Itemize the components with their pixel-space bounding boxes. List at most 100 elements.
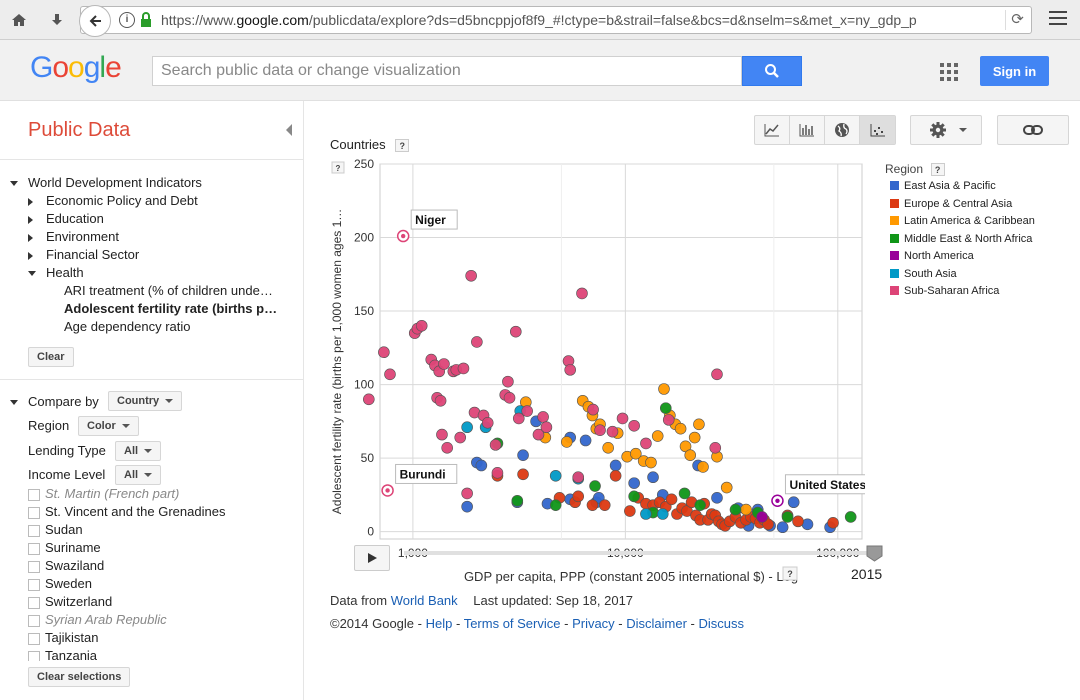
discuss-link[interactable]: Discuss bbox=[698, 616, 744, 631]
data-point[interactable] bbox=[503, 392, 516, 404]
apps-grid-icon[interactable] bbox=[940, 63, 958, 81]
help-link[interactable]: Help bbox=[425, 616, 453, 631]
country-item[interactable]: Tajikistan bbox=[28, 630, 98, 645]
data-point[interactable] bbox=[517, 468, 529, 481]
checkbox[interactable] bbox=[28, 542, 40, 555]
data-point[interactable] bbox=[572, 490, 585, 503]
disclaimer-link[interactable]: Disclaimer bbox=[626, 616, 687, 631]
world-bank-link[interactable]: World Bank bbox=[390, 593, 458, 608]
tree-item-category[interactable]: Economic Policy and Debt bbox=[28, 193, 198, 208]
data-point[interactable] bbox=[540, 421, 553, 434]
checkbox[interactable] bbox=[28, 524, 40, 537]
data-point[interactable] bbox=[438, 358, 450, 370]
data-point[interactable] bbox=[781, 511, 794, 523]
data-point[interactable] bbox=[659, 402, 672, 414]
map-globe-icon[interactable] bbox=[825, 116, 860, 144]
data-point[interactable] bbox=[616, 412, 629, 425]
data-point[interactable] bbox=[697, 461, 709, 473]
data-point[interactable] bbox=[491, 467, 504, 479]
data-point[interactable] bbox=[640, 437, 652, 450]
data-point[interactable] bbox=[640, 508, 652, 520]
compare-by-toggle[interactable]: Compare by bbox=[10, 394, 99, 409]
data-point[interactable] bbox=[549, 469, 562, 482]
data-point[interactable] bbox=[688, 431, 701, 444]
data-point[interactable] bbox=[645, 456, 657, 469]
legend-item[interactable]: North America bbox=[890, 250, 974, 262]
hamburger-menu-icon[interactable] bbox=[1049, 11, 1067, 27]
data-point[interactable] bbox=[609, 459, 622, 472]
checkbox[interactable] bbox=[28, 596, 40, 609]
data-point[interactable] bbox=[572, 471, 585, 484]
data-point[interactable] bbox=[587, 403, 599, 416]
data-point[interactable] bbox=[606, 425, 619, 438]
data-point[interactable] bbox=[844, 511, 857, 523]
checkbox[interactable] bbox=[28, 650, 40, 661]
data-point[interactable] bbox=[792, 515, 804, 528]
data-point[interactable] bbox=[647, 471, 659, 484]
data-point[interactable] bbox=[787, 496, 800, 509]
data-point[interactable] bbox=[827, 517, 839, 529]
legend-item[interactable]: Middle East & North Africa bbox=[890, 233, 1032, 245]
download-icon[interactable] bbox=[44, 7, 70, 33]
data-point[interactable] bbox=[594, 424, 606, 436]
terms-link[interactable]: Terms of Service bbox=[463, 616, 561, 631]
data-point[interactable] bbox=[720, 481, 733, 494]
data-point[interactable] bbox=[602, 442, 614, 454]
country-item[interactable]: Switzerland bbox=[28, 594, 112, 609]
data-point[interactable] bbox=[465, 269, 477, 282]
tree-item-category[interactable]: Environment bbox=[28, 229, 119, 244]
help-icon[interactable]: ? bbox=[395, 139, 410, 153]
data-point[interactable] bbox=[628, 477, 640, 489]
data-point[interactable] bbox=[709, 442, 722, 454]
home-icon[interactable] bbox=[6, 7, 32, 33]
checkbox[interactable] bbox=[28, 489, 40, 501]
data-point[interactable] bbox=[532, 428, 545, 441]
time-slider-track[interactable] bbox=[404, 551, 882, 555]
data-point[interactable] bbox=[502, 375, 514, 388]
data-point[interactable] bbox=[384, 368, 396, 381]
data-point[interactable] bbox=[560, 436, 573, 448]
sign-in-button[interactable]: Sign in bbox=[980, 56, 1049, 86]
compare-by-select[interactable]: Country bbox=[108, 391, 183, 411]
data-point[interactable] bbox=[651, 430, 664, 442]
legend-item[interactable]: South Asia bbox=[890, 268, 957, 280]
search-input[interactable]: Search public data or change visualizati… bbox=[152, 56, 742, 86]
clear-selections-button[interactable]: Clear selections bbox=[28, 667, 131, 687]
data-point[interactable] bbox=[662, 414, 675, 426]
data-point[interactable] bbox=[489, 439, 502, 451]
data-point[interactable] bbox=[475, 459, 488, 472]
data-point[interactable] bbox=[756, 511, 768, 523]
bar-chart-icon[interactable] bbox=[790, 116, 825, 144]
lending-type-select[interactable]: All bbox=[115, 441, 162, 461]
data-point[interactable] bbox=[549, 499, 562, 511]
time-slider-handle[interactable] bbox=[866, 545, 883, 562]
data-point[interactable] bbox=[678, 487, 691, 500]
search-button[interactable] bbox=[742, 56, 802, 86]
data-point[interactable] bbox=[665, 493, 678, 506]
link-button[interactable] bbox=[997, 115, 1069, 145]
collapse-panel-icon[interactable] bbox=[286, 124, 292, 136]
data-point[interactable] bbox=[457, 362, 470, 375]
scatter-chart[interactable]: 0501001502002501,00010,000100,000GDP per… bbox=[305, 151, 865, 611]
data-point[interactable] bbox=[628, 490, 640, 503]
data-point[interactable] bbox=[512, 412, 525, 425]
data-point[interactable] bbox=[693, 418, 705, 431]
legend-item[interactable]: East Asia & Pacific bbox=[890, 180, 996, 192]
data-point[interactable] bbox=[711, 368, 723, 381]
data-point[interactable] bbox=[378, 346, 390, 359]
data-point[interactable] bbox=[564, 364, 576, 376]
data-point[interactable] bbox=[694, 499, 706, 511]
data-point[interactable] bbox=[630, 447, 642, 460]
tree-item-category[interactable]: Education bbox=[28, 211, 104, 226]
data-point[interactable] bbox=[537, 411, 549, 423]
legend-item[interactable]: Sub-Saharan Africa bbox=[890, 285, 999, 297]
data-point[interactable] bbox=[598, 499, 611, 511]
clear-button[interactable]: Clear bbox=[28, 347, 74, 367]
data-point[interactable] bbox=[436, 428, 448, 441]
reload-icon[interactable]: ⟳ bbox=[1005, 10, 1025, 30]
help-icon[interactable]: ? bbox=[930, 163, 945, 177]
data-point[interactable] bbox=[415, 319, 428, 332]
country-item[interactable]: Swaziland bbox=[28, 558, 104, 573]
data-point[interactable] bbox=[517, 449, 529, 461]
checkbox[interactable] bbox=[28, 560, 40, 573]
